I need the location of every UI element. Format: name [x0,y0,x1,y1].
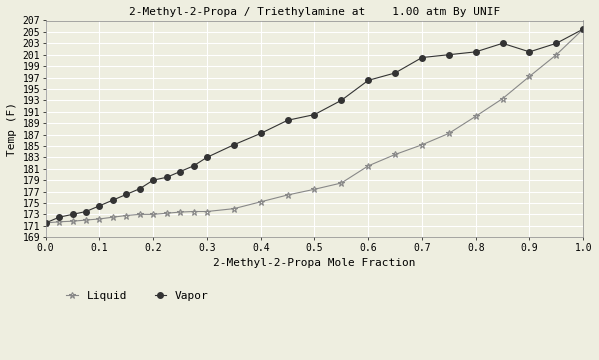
Vapor [418,55,425,60]
Liquid [163,211,170,215]
Liquid [83,218,90,222]
Liquid [499,96,506,101]
Title: 2-Methyl-2-Propa / Triethylamine at    1.00 atm By UNIF: 2-Methyl-2-Propa / Triethylamine at 1.00… [129,7,500,17]
Liquid [284,193,291,197]
Liquid [526,74,533,78]
Vapor [42,221,49,225]
Vapor [83,210,90,214]
X-axis label: 2-Methyl-2-Propa Mole Fraction: 2-Methyl-2-Propa Mole Fraction [213,258,416,268]
Vapor [163,175,170,180]
Liquid [553,53,560,57]
Vapor [284,118,291,122]
Vapor [580,27,587,31]
Vapor [338,98,345,103]
Liquid [338,181,345,185]
Liquid [123,213,130,218]
Vapor [123,192,130,197]
Line: Vapor: Vapor [43,26,586,226]
Liquid [96,217,103,221]
Vapor [136,186,143,191]
Liquid [69,219,76,223]
Liquid [109,215,116,219]
Vapor [190,164,197,168]
Vapor [553,41,560,45]
Vapor [365,78,372,82]
Vapor [499,41,506,45]
Liquid [472,114,479,118]
Liquid [257,200,264,204]
Liquid [177,210,184,214]
Liquid [580,27,587,31]
Vapor [526,50,533,54]
Liquid [56,220,63,224]
Vapor [96,204,103,208]
Liquid [445,131,452,136]
Vapor [392,71,399,75]
Liquid [418,143,425,147]
Vapor [445,53,452,57]
Vapor [203,155,210,159]
Liquid [203,210,210,214]
Liquid [311,187,318,192]
Liquid [136,212,143,216]
Liquid [42,221,49,225]
Vapor [230,143,237,147]
Vapor [472,50,479,54]
Liquid [190,210,197,214]
Vapor [109,198,116,202]
Vapor [177,170,184,174]
Vapor [56,215,63,219]
Vapor [311,112,318,117]
Vapor [69,212,76,216]
Liquid [230,207,237,211]
Liquid [392,152,399,157]
Line: Liquid: Liquid [42,26,586,226]
Liquid [150,212,157,216]
Y-axis label: Temp (F): Temp (F) [7,102,17,156]
Liquid [365,164,372,168]
Vapor [257,131,264,136]
Vapor [150,178,157,182]
Legend: Liquid, Vapor: Liquid, Vapor [62,286,213,305]
